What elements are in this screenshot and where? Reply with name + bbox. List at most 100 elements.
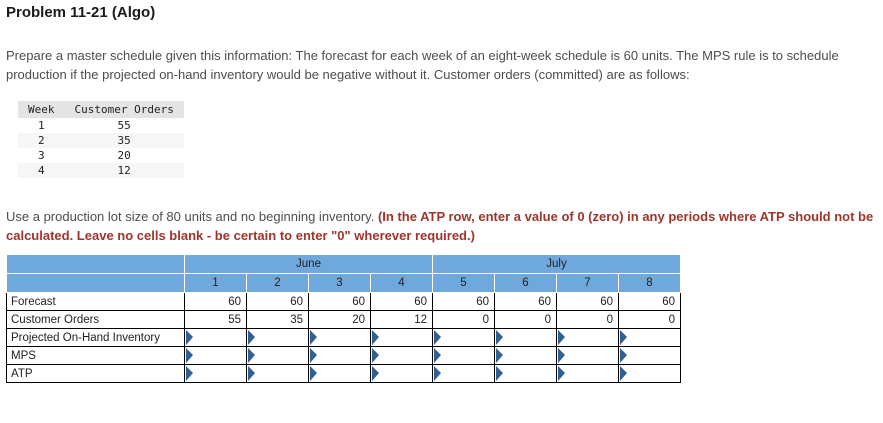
week-header-7: 7 xyxy=(556,273,619,294)
page: Problem 11-21 (Algo) Prepare a master sc… xyxy=(6,4,877,384)
orders-week-value: 2 xyxy=(37,133,45,147)
input-marker-icon xyxy=(372,366,379,382)
customer-orders-value: 12 xyxy=(370,310,433,330)
month-header-row: June July xyxy=(6,254,681,275)
atp-input-cell[interactable] xyxy=(370,364,433,384)
mps-input-cell[interactable] xyxy=(246,346,309,366)
customer-orders-value: 35 xyxy=(246,310,309,330)
input-marker-icon xyxy=(434,366,441,382)
atp-input-cell[interactable] xyxy=(556,364,619,384)
row-label-customer-orders: Customer Orders xyxy=(6,310,185,330)
input-marker-icon xyxy=(186,348,193,364)
customer-orders-value: 0 xyxy=(494,310,557,330)
input-marker-icon xyxy=(310,330,317,346)
projected-on-hand-input-cell[interactable] xyxy=(556,328,619,348)
input-marker-icon xyxy=(372,348,379,364)
orders-amount-value: 55 xyxy=(117,118,131,132)
input-marker-icon xyxy=(372,330,379,346)
input-marker-icon xyxy=(434,330,441,346)
mps-input-cell[interactable] xyxy=(432,346,495,366)
projected-on-hand-input-cell[interactable] xyxy=(618,328,681,348)
orders-week-value: 1 xyxy=(37,118,45,132)
mps-input-cell[interactable] xyxy=(370,346,433,366)
week-header-5: 5 xyxy=(432,273,495,294)
instruction-warning: (In the ATP row, enter a value of 0 (zer… xyxy=(6,208,874,243)
input-marker-icon xyxy=(186,366,193,382)
projected-on-hand-input-cell[interactable] xyxy=(184,328,247,348)
mps-input-cell[interactable] xyxy=(556,346,619,366)
mps-input-cell[interactable] xyxy=(184,346,247,366)
week-header-6: 6 xyxy=(494,273,557,294)
input-marker-icon xyxy=(620,366,627,382)
row-label-mps: MPS xyxy=(6,346,185,366)
orders-amount-value: 20 xyxy=(117,148,131,162)
input-marker-icon xyxy=(558,348,565,364)
atp-input-cell[interactable] xyxy=(308,364,371,384)
orders-row: 2 35 xyxy=(18,132,184,148)
orders-row: 4 12 xyxy=(18,162,184,178)
input-marker-icon xyxy=(620,348,627,364)
customer-orders-value: 0 xyxy=(432,310,495,330)
input-marker-icon xyxy=(620,330,627,346)
input-marker-icon xyxy=(496,330,503,346)
week-header-row: 1 2 3 4 5 6 7 8 xyxy=(6,273,681,294)
customer-orders-table: Week Customer Orders 1 55 2 35 3 20 4 12 xyxy=(18,100,184,178)
input-marker-icon xyxy=(310,348,317,364)
atp-input-cell[interactable] xyxy=(184,364,247,384)
orders-header-row: Week Customer Orders xyxy=(18,100,184,118)
forecast-value: 60 xyxy=(432,292,495,312)
page-title: Problem 11-21 (Algo) xyxy=(6,4,156,21)
month-header-july: July xyxy=(432,254,681,275)
input-marker-icon xyxy=(496,348,503,364)
atp-row: ATP xyxy=(6,364,681,384)
customer-orders-value: 20 xyxy=(308,310,371,330)
input-marker-icon xyxy=(434,348,441,364)
customer-orders-row: Customer Orders 55 35 20 12 0 0 0 0 xyxy=(6,310,681,330)
forecast-value: 60 xyxy=(308,292,371,312)
atp-input-cell[interactable] xyxy=(494,364,557,384)
master-schedule-table: June July 1 2 3 4 5 6 7 8 Forecast 60 60… xyxy=(6,254,681,384)
input-marker-icon xyxy=(558,330,565,346)
mps-input-cell[interactable] xyxy=(618,346,681,366)
projected-on-hand-input-cell[interactable] xyxy=(432,328,495,348)
forecast-value: 60 xyxy=(246,292,309,312)
row-label-forecast: Forecast xyxy=(6,292,185,312)
orders-header-week: Week xyxy=(18,100,65,118)
atp-input-cell[interactable] xyxy=(618,364,681,384)
forecast-value: 60 xyxy=(494,292,557,312)
input-marker-icon xyxy=(248,366,255,382)
input-marker-icon xyxy=(248,330,255,346)
mps-row: MPS xyxy=(6,346,681,366)
orders-amount-value: 12 xyxy=(117,163,131,177)
orders-row: 3 20 xyxy=(18,148,184,163)
corner-cell xyxy=(6,254,185,275)
projected-on-hand-input-cell[interactable] xyxy=(494,328,557,348)
forecast-value: 60 xyxy=(370,292,433,312)
week-header-2: 2 xyxy=(246,273,309,294)
orders-amount-value: 35 xyxy=(117,133,131,147)
input-marker-icon xyxy=(310,366,317,382)
instruction-text: Use a production lot size of 80 units an… xyxy=(6,208,877,246)
forecast-value: 60 xyxy=(556,292,619,312)
input-marker-icon xyxy=(558,366,565,382)
intro-text: Prepare a master schedule given this inf… xyxy=(6,48,839,82)
orders-row: 1 55 xyxy=(18,118,184,133)
projected-on-hand-input-cell[interactable] xyxy=(246,328,309,348)
mps-input-cell[interactable] xyxy=(494,346,557,366)
projected-on-hand-input-cell[interactable] xyxy=(370,328,433,348)
customer-orders-value: 55 xyxy=(184,310,247,330)
forecast-row: Forecast 60 60 60 60 60 60 60 60 xyxy=(6,292,681,312)
customer-orders-value: 0 xyxy=(618,310,681,330)
atp-input-cell[interactable] xyxy=(432,364,495,384)
forecast-value: 60 xyxy=(184,292,247,312)
week-header-4: 4 xyxy=(370,273,433,294)
week-header-3: 3 xyxy=(308,273,371,294)
orders-header-customer-orders: Customer Orders xyxy=(64,100,184,118)
mps-input-cell[interactable] xyxy=(308,346,371,366)
input-marker-icon xyxy=(248,348,255,364)
atp-input-cell[interactable] xyxy=(246,364,309,384)
orders-week-value: 3 xyxy=(37,148,45,162)
input-marker-icon xyxy=(496,366,503,382)
projected-on-hand-input-cell[interactable] xyxy=(308,328,371,348)
corner-cell xyxy=(6,273,185,294)
